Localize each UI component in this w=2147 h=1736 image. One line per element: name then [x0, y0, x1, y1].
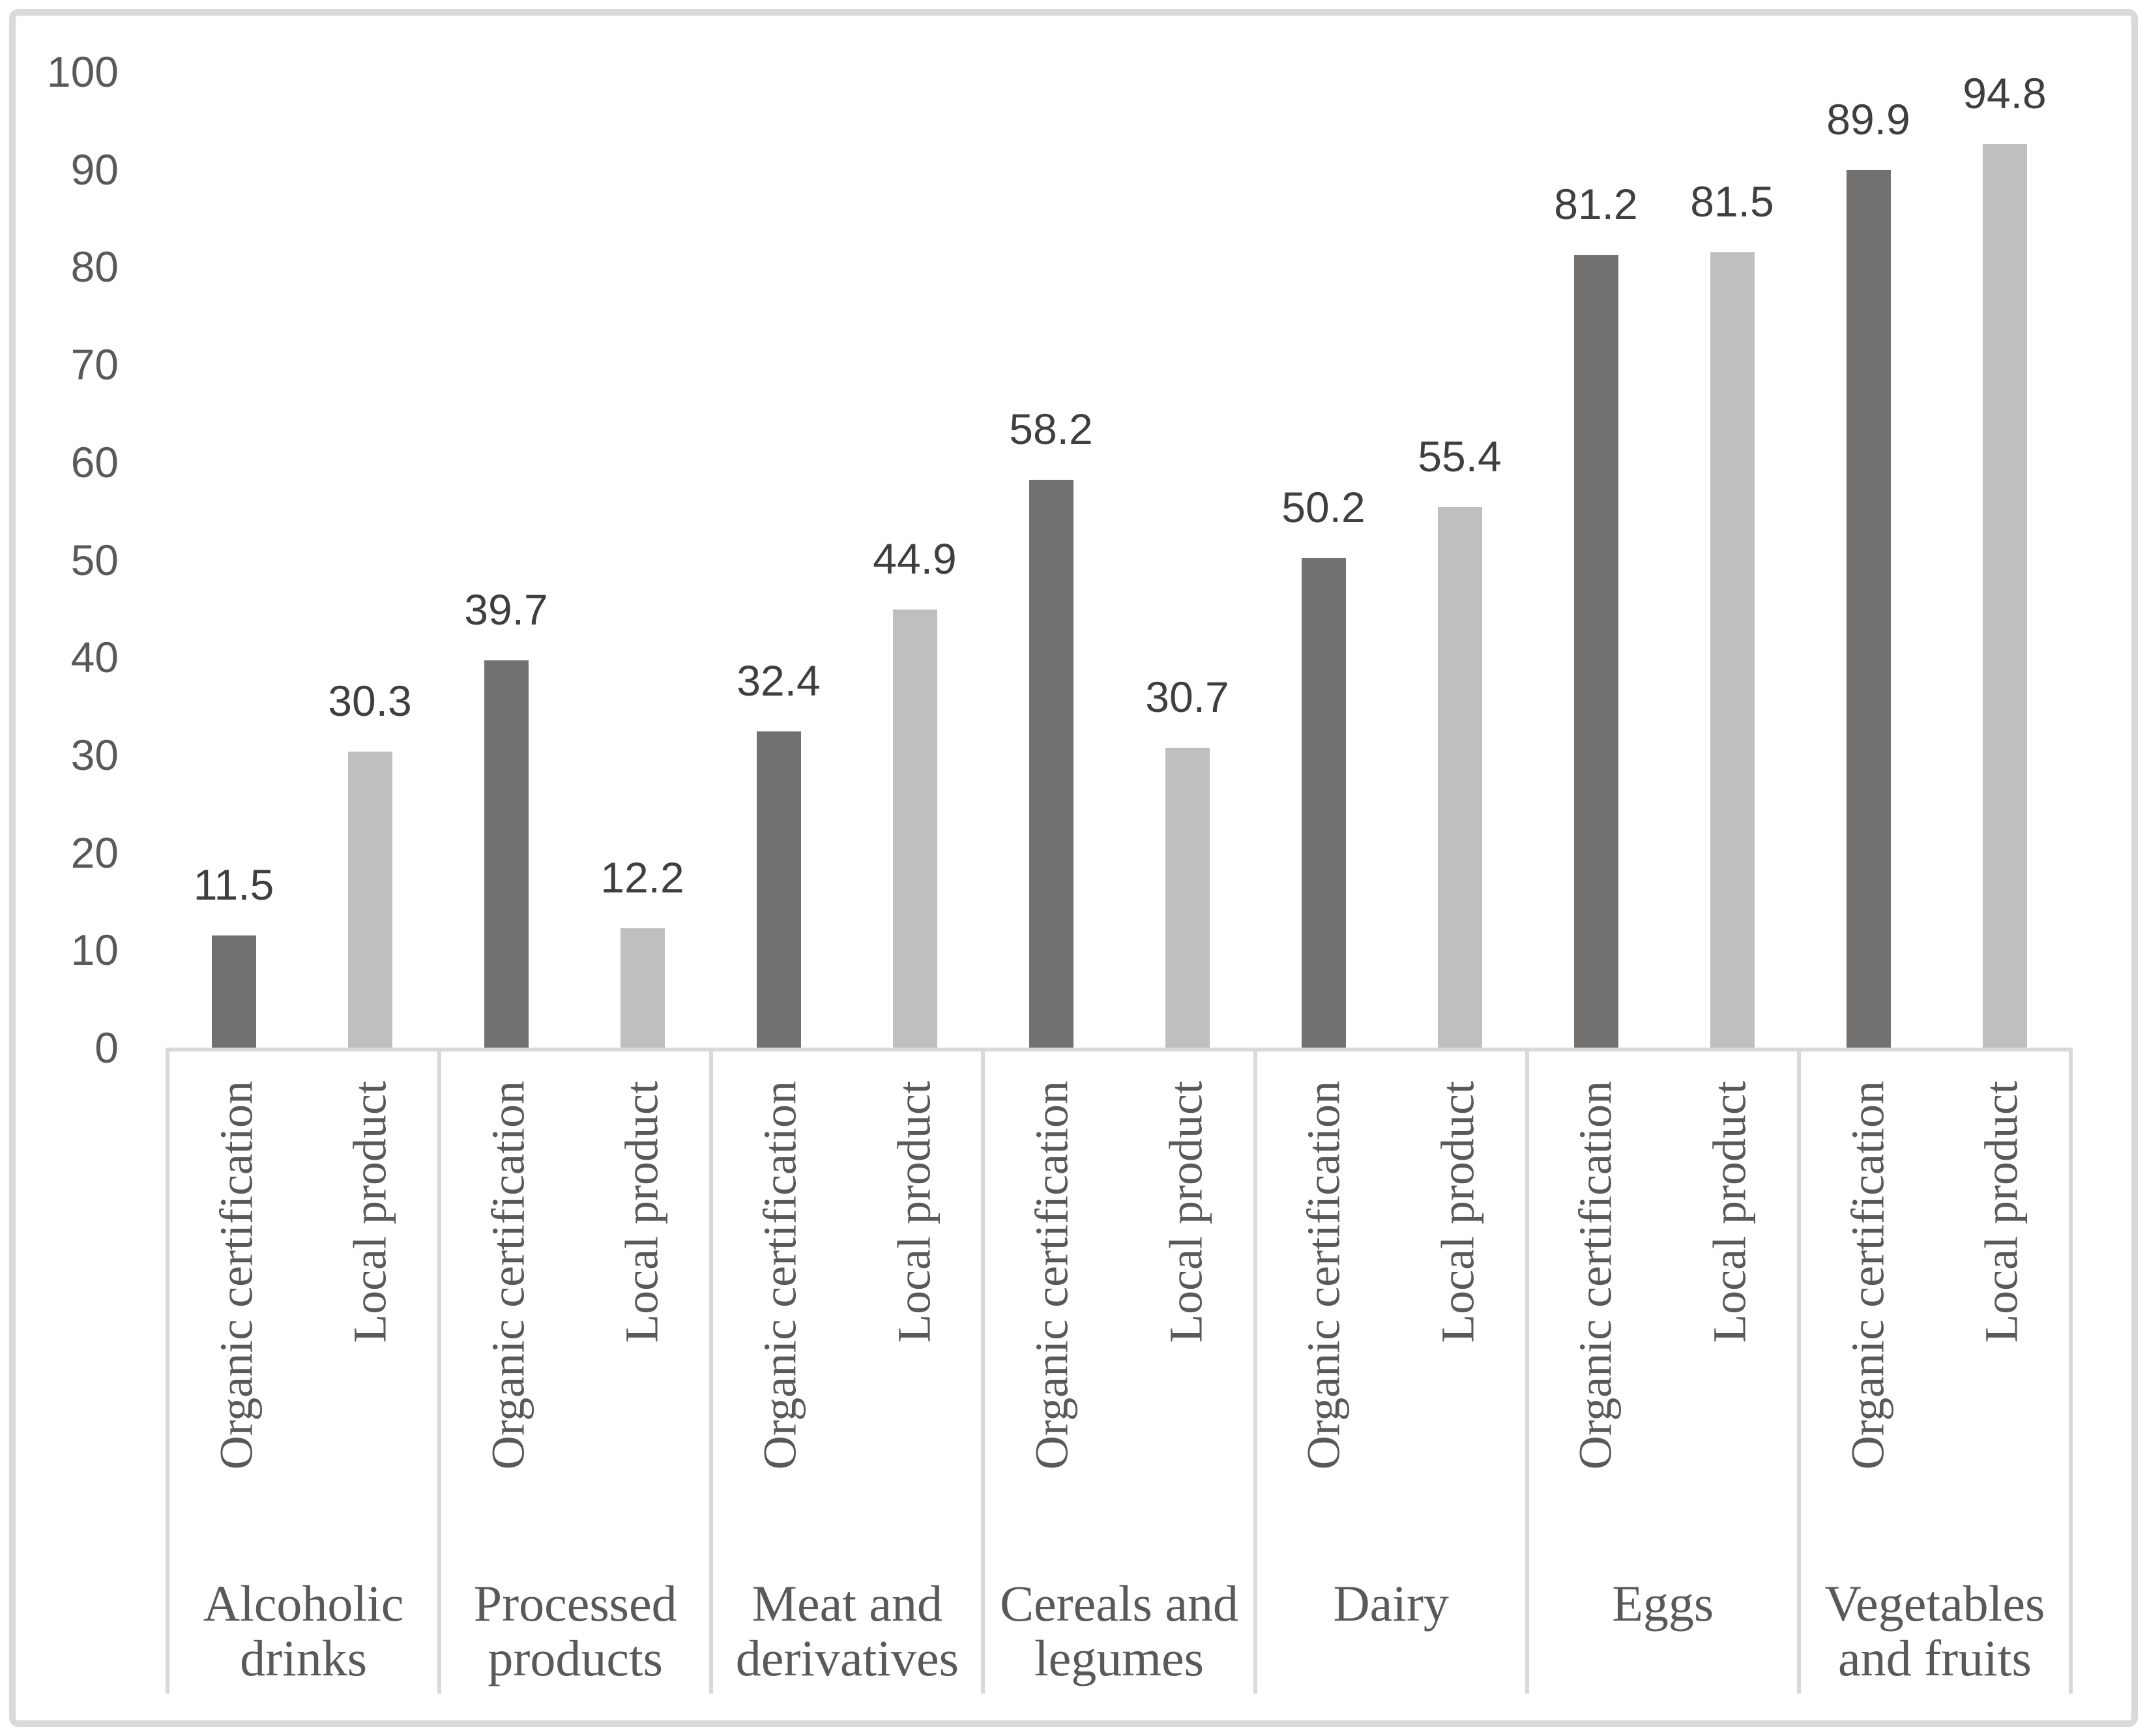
bar-value-label: 11.5: [193, 860, 274, 909]
bar: [1710, 252, 1755, 1048]
series-label: Organic certification: [1025, 1081, 1078, 1470]
series-label: Organic certification: [753, 1081, 806, 1470]
series-label: Local product: [343, 1081, 396, 1343]
bar-slot: 30.3: [302, 72, 438, 1048]
y-tick-label: 60: [70, 437, 119, 486]
bar-value-label: 30.3: [328, 677, 412, 726]
bar-slot: 11.5: [166, 72, 302, 1048]
bar-value-label: 81.5: [1690, 177, 1774, 226]
bar-value-label: 44.9: [873, 534, 957, 583]
category-box: Organic certification Local product Cereal…: [981, 1052, 1253, 1694]
bar-group: 32.4 44.9: [710, 72, 983, 1048]
bar-slot: 81.5: [1664, 72, 1800, 1048]
category-label: Eggs: [1612, 1575, 1714, 1632]
y-tick-label: 50: [70, 535, 119, 584]
series-label: Local product: [888, 1081, 941, 1343]
category-label: Dairy: [1333, 1575, 1449, 1632]
bar-slot: 39.7: [438, 72, 574, 1048]
plot-area: 11.5 30.3 39.7 12.2 32.4 44.9 58.2 30.7 50.2 55.4…: [166, 72, 2073, 1048]
y-tick-label: 80: [70, 243, 119, 291]
y-tick-label: 40: [70, 633, 119, 682]
category-box: Organic certification Local product Meat a…: [709, 1052, 981, 1694]
bar-value-label: 12.2: [600, 853, 684, 902]
bar-group: 50.2 55.4: [1255, 72, 1528, 1048]
category-label: Processed products: [473, 1575, 677, 1687]
series-label: Local product: [1703, 1081, 1756, 1343]
bar-slot: 81.2: [1528, 72, 1664, 1048]
bar-group: 39.7 12.2: [438, 72, 710, 1048]
category-label: Meat and derivatives: [735, 1575, 959, 1687]
bar-slot: 32.4: [710, 72, 847, 1048]
bar-group: 89.9 94.8: [1800, 72, 2073, 1048]
category-box: Organic certification Local product Alcoho…: [166, 1052, 437, 1694]
category-box: Organic certification Local product Proces…: [437, 1052, 709, 1694]
category-label-area: Organic certification Local product Alcoho…: [166, 1048, 2073, 1694]
series-label: Local product: [616, 1081, 669, 1343]
bar: [1301, 557, 1346, 1048]
bar-slot: 30.7: [1119, 72, 1255, 1048]
bar-value-label: 94.8: [1963, 69, 2047, 117]
bar-value-label: 30.7: [1145, 673, 1229, 722]
bar: [484, 660, 529, 1048]
bar-value-label: 55.4: [1418, 432, 1502, 480]
y-tick-label: 10: [70, 926, 119, 975]
bar-slot: 44.9: [847, 72, 983, 1048]
bar: [1846, 170, 1891, 1048]
series-label: Organic certification: [210, 1081, 263, 1470]
bar-slot: 94.8: [1936, 72, 2073, 1048]
bar-slot: 50.2: [1255, 72, 1392, 1048]
bar-value-label: 39.7: [464, 585, 548, 634]
y-tick-label: 30: [70, 730, 119, 779]
bar: [1165, 748, 1210, 1048]
y-axis: 0 10 20 30 40 50 60 70 80 90 100: [16, 50, 166, 1069]
series-label: Local product: [1160, 1081, 1212, 1343]
bar-slot: 12.2: [574, 72, 710, 1048]
bar: [347, 752, 392, 1048]
bar: [1437, 507, 1482, 1048]
bar: [1573, 255, 1618, 1048]
series-label: Organic certification: [1297, 1081, 1350, 1470]
category-box: Organic certification Local product Dairy: [1253, 1052, 1525, 1694]
y-tick-label: 70: [70, 340, 119, 389]
bar-group: 58.2 30.7: [983, 72, 1255, 1048]
bar-slot: 89.9: [1800, 72, 1936, 1048]
bar: [1029, 479, 1074, 1048]
bar-group: 11.5 30.3: [166, 72, 438, 1048]
category-label: Cereals and legumes: [999, 1575, 1238, 1687]
bar-value-label: 32.4: [737, 656, 821, 705]
category-box: Organic certification Local product Vegeta…: [1796, 1052, 2073, 1694]
category-label: Vegetables and fruits: [1824, 1575, 2045, 1687]
y-tick-label: 100: [46, 48, 119, 96]
series-label: Organic certification: [1570, 1081, 1622, 1470]
chart-outer-frame: 0 10 20 30 40 50 60 70 80 90 100 11.5 30.3 39.7 12.2 3…: [9, 9, 2138, 1727]
chart-content: 0 10 20 30 40 50 60 70 80 90 100 11.5 30.3 39.7 12.2 3…: [16, 16, 2131, 1720]
plot-region: 0 10 20 30 40 50 60 70 80 90 100 11.5 30.3 39.7 12.2 3…: [16, 50, 2131, 1069]
series-label: Local product: [1975, 1081, 2028, 1343]
category-box: Organic certification Local product Eggs: [1525, 1052, 1797, 1694]
bar-slot: 58.2: [983, 72, 1119, 1048]
bar-slot: 55.4: [1392, 72, 1528, 1048]
bar-value-label: 81.2: [1554, 180, 1638, 229]
bar: [620, 928, 665, 1048]
bar-group: 81.2 81.5: [1528, 72, 1800, 1048]
bar-value-label: 58.2: [1009, 404, 1093, 453]
bar-value-label: 89.9: [1826, 95, 1910, 144]
series-label: Organic certification: [482, 1081, 534, 1470]
y-tick-label: 20: [70, 828, 119, 877]
bar: [756, 731, 801, 1048]
category-label: Alcoholic drinks: [203, 1575, 404, 1687]
y-tick-label: 0: [95, 1023, 119, 1072]
series-label: Organic certification: [1841, 1081, 1894, 1470]
series-label: Local product: [1431, 1081, 1484, 1343]
bar: [892, 609, 937, 1048]
y-tick-label: 90: [70, 145, 119, 194]
bar: [1982, 144, 2027, 1048]
bar-value-label: 50.2: [1281, 482, 1366, 531]
bar: [211, 935, 256, 1048]
